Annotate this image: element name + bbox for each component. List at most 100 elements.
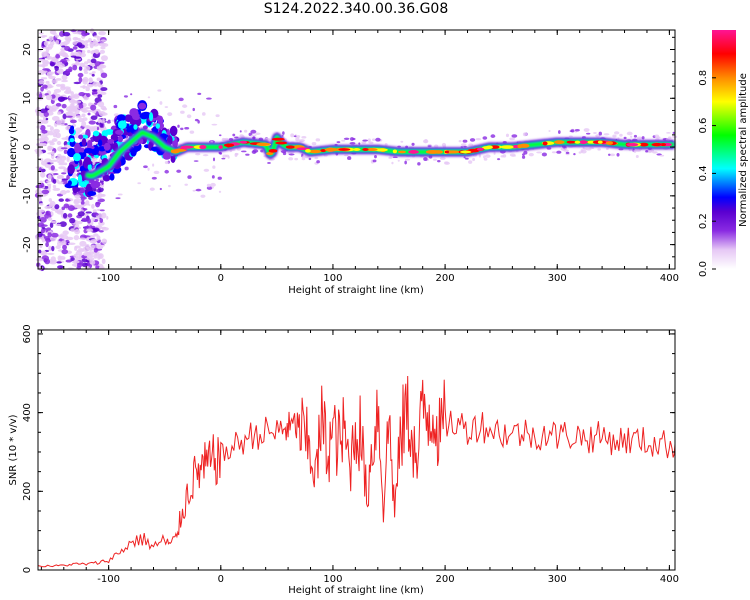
spectrogram-noise-cell — [115, 197, 121, 200]
spectrogram-noise-cell — [93, 49, 100, 54]
spectrogram-noise-cell — [46, 105, 52, 109]
spectrogram-noise-cell — [598, 131, 602, 136]
spectrogram-noise-cell — [98, 31, 106, 36]
spectrogram-noise-cell — [206, 97, 212, 100]
spectrogram-blob — [155, 123, 160, 129]
spectrogram-noise-cell — [100, 120, 106, 124]
colorbar-title: Normalized spectral amplitude — [738, 73, 749, 227]
snr-y-tick-label: 0 — [22, 567, 33, 573]
snr-x-tick-label: -100 — [97, 574, 120, 585]
spectrogram-noise-cell — [101, 258, 106, 265]
spectrogram-hotspot — [324, 147, 339, 152]
snr-x-tick-label: 200 — [436, 574, 455, 585]
spectrogram-noise-cell — [92, 227, 100, 232]
spectrogram-noise-cell — [630, 135, 633, 138]
spectrogram-hotspot — [639, 142, 649, 147]
spectrogram-noise-cell — [46, 180, 51, 183]
spectrogram-noise-cell — [62, 41, 68, 47]
spectrogram-noise-cell — [101, 226, 107, 230]
spectrogram-noise-cell — [433, 158, 437, 161]
spectrogram-noise-cell — [69, 99, 77, 104]
spectrogram-noise-cell — [72, 64, 78, 71]
spectrogram-noise-cell — [234, 136, 239, 139]
spectrogram-noise-cell — [574, 129, 580, 132]
spectrogram-noise-cell — [57, 266, 61, 269]
spectrogram-noise-cell — [45, 241, 49, 248]
spectrogram-noise-cell — [422, 139, 429, 144]
spectrogram-noise-cell — [44, 158, 52, 163]
spectrogram-x-axis-title: Height of straight line (km) — [288, 285, 424, 296]
spectrogram-noise-cell — [90, 104, 97, 111]
spectrogram-noise-cell — [51, 138, 58, 142]
colorbar-ticks: 0.0 0.2 0.4 0.6 0.8 — [698, 70, 716, 277]
spectrogram-noise-cell — [288, 153, 295, 156]
spectrogram-noise-cell — [78, 248, 85, 251]
spectrogram-noise-cell — [147, 167, 150, 171]
spectrogram-noise-cell — [40, 35, 46, 38]
spectrogram-noise-cell — [87, 49, 91, 54]
spectrogram-noise-cell — [50, 256, 56, 263]
snr-series-line — [37, 375, 676, 568]
spectrogram-noise-cell — [62, 244, 67, 250]
spectrogram-noise-cell — [70, 228, 76, 232]
spectrogram-noise-cell — [374, 155, 377, 159]
spectrogram-x-tick-label: 0 — [218, 273, 224, 284]
spectrogram-noise-cell — [397, 159, 400, 162]
spectrogram-noise-cell — [51, 79, 58, 84]
spectrogram-hotspot — [444, 150, 450, 154]
spectrogram-noise-cell — [648, 149, 655, 153]
spectrogram-noise-cell — [218, 134, 222, 137]
snr-y-tick-label: 200 — [22, 482, 33, 501]
spectrogram-noise-cell — [305, 155, 310, 158]
snr-x-axis-title: Height of straight line (km) — [288, 585, 424, 596]
spectrogram-noise-cell — [91, 204, 95, 209]
spectrogram-noise-cell — [100, 46, 106, 50]
spectrogram-noise-cell — [210, 182, 216, 187]
spectrogram-noise-cell — [95, 178, 100, 182]
spectrogram-noise-cell — [635, 149, 642, 152]
spectrogram-noise-cell — [42, 70, 48, 73]
spectrogram-blob — [170, 154, 176, 163]
spectrogram-noise-cell — [38, 249, 42, 254]
spectrogram-hotspot — [256, 142, 270, 147]
spectrogram-noise-cell — [264, 137, 271, 141]
spectrogram-noise-cell — [61, 178, 68, 181]
spectrogram-noise-cell — [672, 131, 675, 135]
spectrogram-noise-cell — [193, 160, 199, 162]
spectrogram-noise-cell — [56, 261, 62, 264]
colorbar-tick-label: 0.6 — [698, 118, 709, 134]
spectrogram-noise-cell — [84, 225, 90, 229]
spectrogram-noise-cell — [400, 140, 404, 143]
spectrogram-noise-cell — [482, 136, 488, 140]
spectrogram-noise-cell — [176, 169, 182, 173]
spectrogram-noise-cell — [215, 114, 220, 118]
spectrogram-noise-cell — [51, 232, 59, 238]
spectrogram-noise-cell — [53, 128, 60, 134]
spectrogram-noise-cell — [95, 201, 102, 205]
spectrogram-noise-cell — [236, 147, 241, 151]
spectrogram-noise-cell — [302, 155, 306, 159]
spectrogram-noise-cell — [50, 220, 57, 224]
spectrogram-noise-cell — [344, 154, 349, 157]
spectrogram-noise-cell — [65, 259, 72, 263]
spectrogram-noise-cell — [343, 137, 350, 140]
spectrogram-noise-cell — [58, 162, 66, 166]
spectrogram-noise-cell — [69, 217, 76, 224]
spectrogram-noise-cell — [619, 133, 623, 137]
spectrogram-noise-cell — [666, 131, 671, 134]
spectrogram-noise-cell — [232, 133, 236, 137]
spectrogram-noise-cell — [48, 146, 54, 149]
spectrogram-noise-cell — [61, 45, 66, 48]
snr-x-tick-label: 300 — [548, 574, 567, 585]
spectrogram-noise-cell — [522, 132, 528, 137]
spectrogram-noise-cell — [60, 79, 69, 83]
spectrogram-noise-cell — [316, 160, 320, 164]
spectrogram-blob — [102, 174, 111, 182]
spectrogram-noise-cell — [79, 204, 85, 208]
spectrogram-noise-cell — [44, 236, 50, 241]
spectrogram-noise-cell — [100, 72, 108, 79]
spectrogram-noise-cell — [441, 142, 447, 147]
spectrogram-hotspot — [398, 150, 406, 154]
colorbar-tick-label: 0.2 — [698, 213, 709, 229]
